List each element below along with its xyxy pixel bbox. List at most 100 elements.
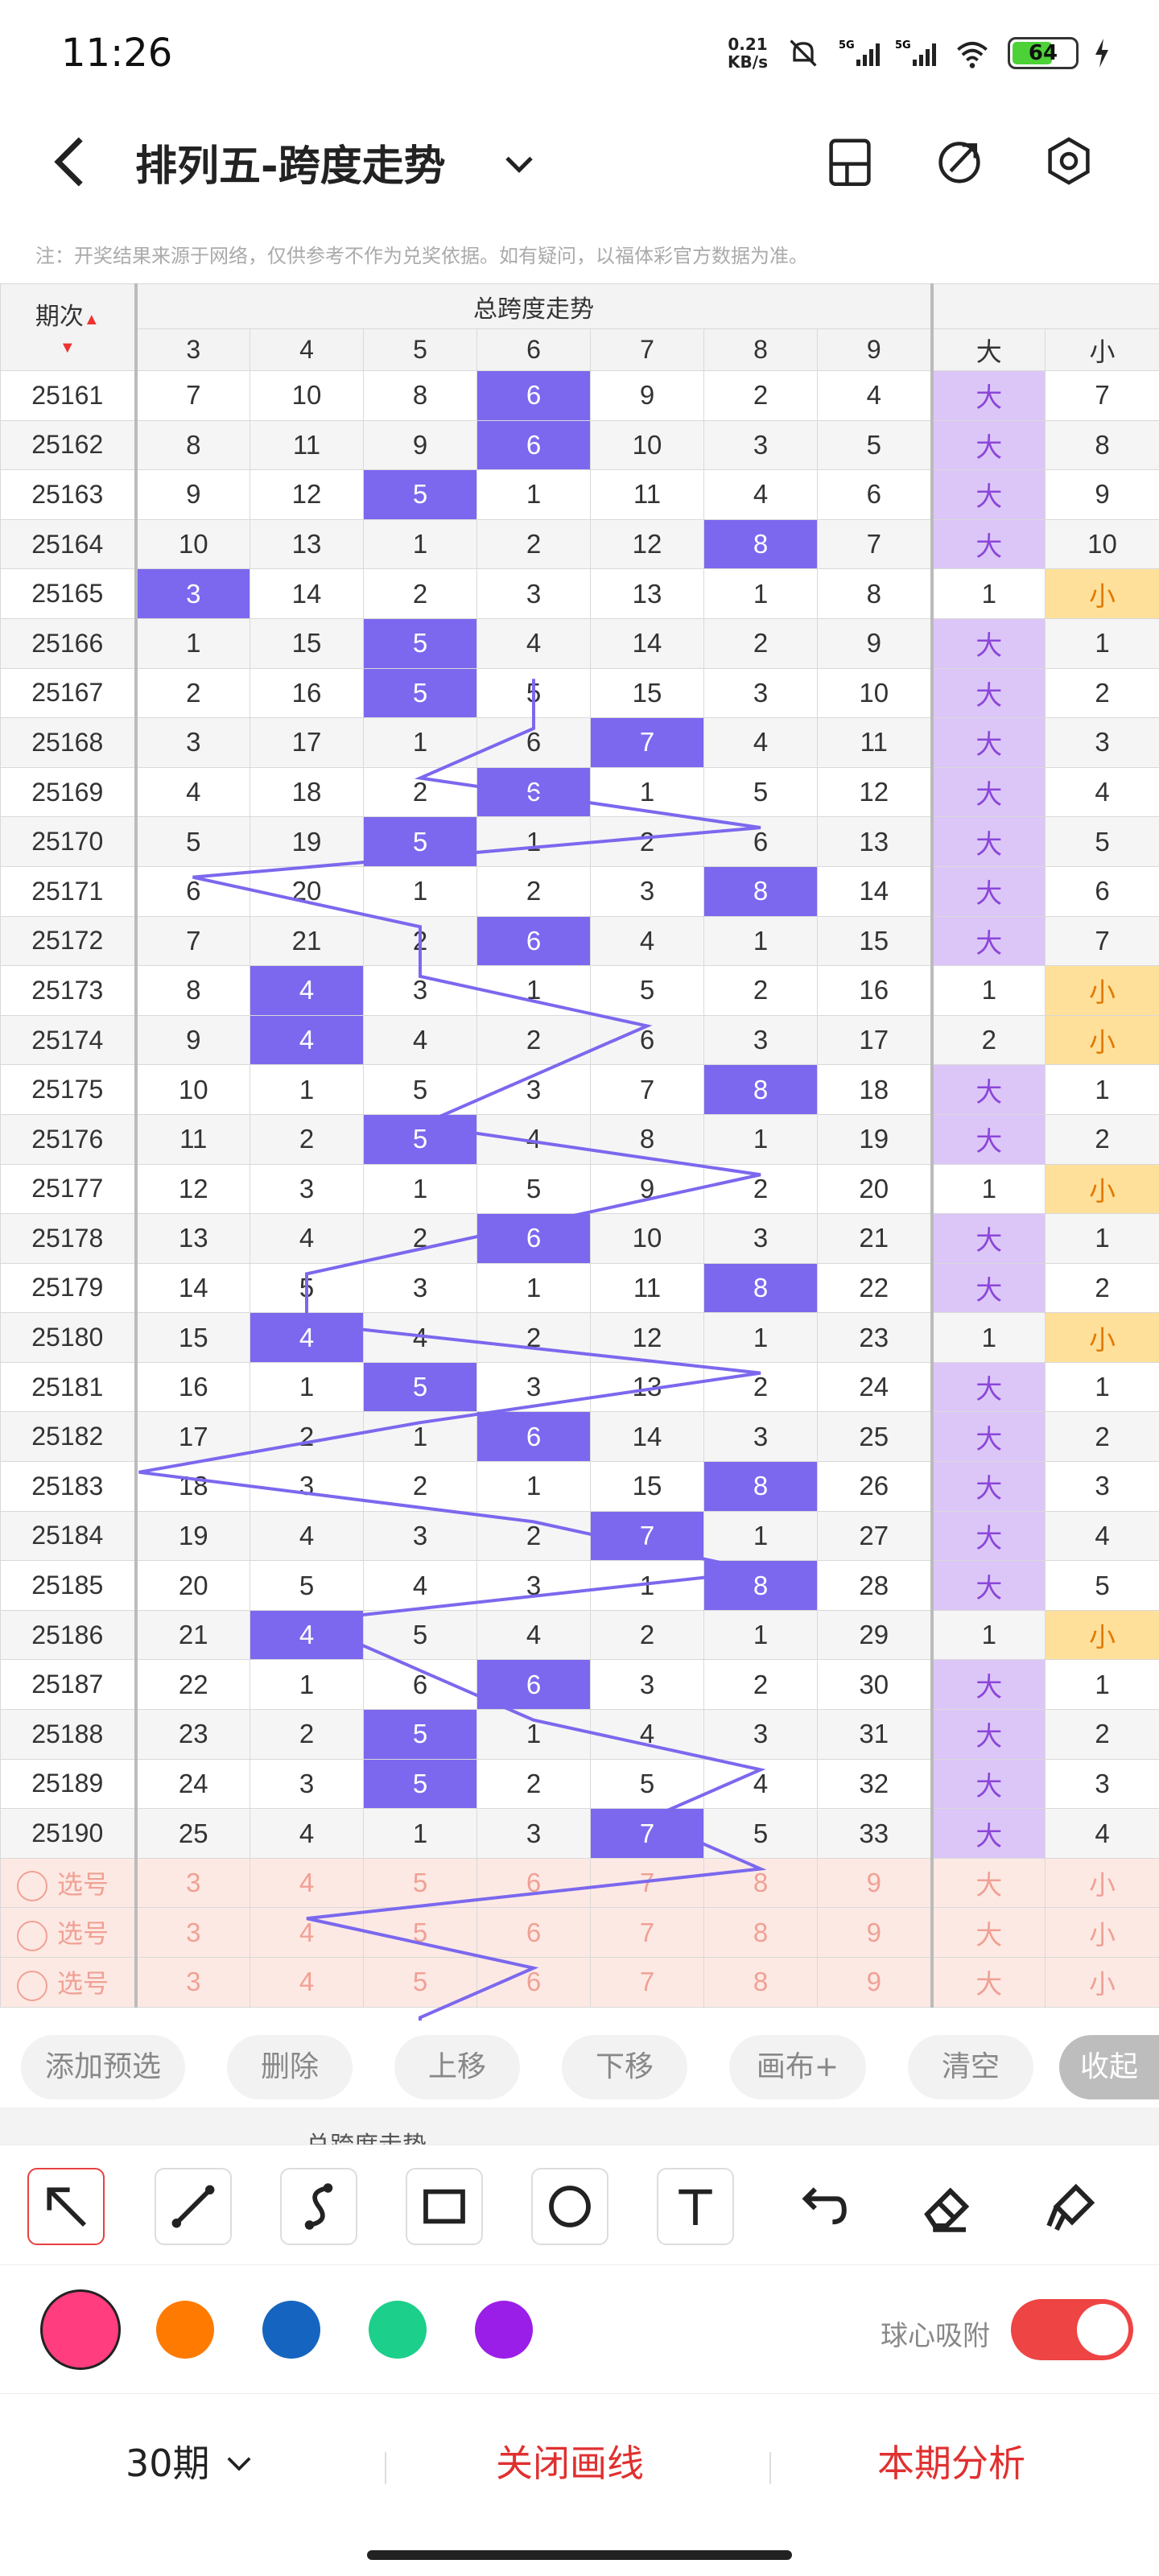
span-miss-cell[interactable]: 15 xyxy=(250,617,364,669)
span-hit-cell[interactable]: 6 xyxy=(476,1213,591,1264)
big-miss-cell[interactable]: 2 xyxy=(930,1014,1046,1066)
span-miss-cell[interactable]: 24 xyxy=(817,1361,932,1413)
span-miss-cell[interactable]: 4 xyxy=(703,469,818,520)
preselect-cell[interactable]: 7 xyxy=(590,1857,704,1909)
span-miss-cell[interactable]: 25 xyxy=(817,1411,932,1463)
big-hit-cell[interactable]: 大 xyxy=(930,469,1046,520)
span-hit-cell[interactable]: 5 xyxy=(363,1361,477,1413)
span-miss-cell[interactable]: 21 xyxy=(250,915,364,967)
span-miss-cell[interactable]: 7 xyxy=(817,518,932,570)
span-miss-cell[interactable]: 2 xyxy=(363,915,477,967)
span-miss-cell[interactable]: 14 xyxy=(250,568,364,619)
small-hit-cell[interactable]: 小 xyxy=(1045,1014,1159,1066)
span-miss-cell[interactable]: 1 xyxy=(363,717,477,768)
span-miss-cell[interactable]: 10 xyxy=(250,370,364,421)
span-miss-cell[interactable]: 2 xyxy=(363,568,477,619)
span-miss-cell[interactable]: 5 xyxy=(590,965,704,1016)
span-miss-cell[interactable]: 9 xyxy=(363,419,477,471)
move-down-button[interactable]: 下移 xyxy=(562,2035,687,2099)
span-miss-cell[interactable]: 4 xyxy=(363,1560,477,1611)
period-count-selector[interactable]: 30期 xyxy=(126,2434,257,2487)
device-layout-icon[interactable] xyxy=(821,132,879,190)
span-miss-cell[interactable]: 2 xyxy=(590,1609,704,1661)
small-miss-cell[interactable]: 5 xyxy=(1045,1560,1159,1611)
span-miss-cell[interactable]: 6 xyxy=(703,816,818,867)
color-purple-swatch[interactable] xyxy=(475,2301,533,2359)
span-miss-cell[interactable]: 6 xyxy=(817,469,932,520)
close-lines-button[interactable]: 关闭画线 xyxy=(496,2442,644,2485)
small-hit-cell[interactable]: 小 xyxy=(1045,1163,1159,1215)
span-miss-cell[interactable]: 2 xyxy=(363,1461,477,1512)
small-miss-cell[interactable]: 4 xyxy=(1045,1510,1159,1562)
span-hit-cell[interactable]: 7 xyxy=(590,1510,704,1562)
span-miss-cell[interactable]: 3 xyxy=(363,1510,477,1562)
circle-tool-button[interactable] xyxy=(531,2168,608,2245)
line-tool-button[interactable] xyxy=(155,2168,232,2245)
span-miss-cell[interactable]: 16 xyxy=(817,965,932,1016)
period-header[interactable]: 期次▲ ▼ xyxy=(0,283,136,371)
span-miss-cell[interactable]: 3 xyxy=(703,1709,818,1760)
span-miss-cell[interactable]: 2 xyxy=(476,518,591,570)
span-hit-cell[interactable]: 5 xyxy=(363,1709,477,1760)
preselect-cell[interactable]: 9 xyxy=(817,1907,932,1958)
span-hit-cell[interactable]: 4 xyxy=(250,1609,364,1661)
sort-icon[interactable]: ▲ ▼ xyxy=(59,310,100,357)
span-miss-cell[interactable]: 1 xyxy=(363,1808,477,1859)
big-miss-cell[interactable]: 1 xyxy=(930,1312,1046,1363)
span-miss-cell[interactable]: 7 xyxy=(590,1064,704,1115)
span-hit-cell[interactable]: 5 xyxy=(363,617,477,669)
span-miss-cell[interactable]: 20 xyxy=(134,1560,250,1611)
span-hit-cell[interactable]: 8 xyxy=(703,1461,818,1512)
span-miss-cell[interactable]: 11 xyxy=(817,717,932,768)
big-hit-cell[interactable]: 大 xyxy=(930,370,1046,421)
span-miss-cell[interactable]: 3 xyxy=(363,1262,477,1314)
span-hit-cell[interactable]: 5 xyxy=(363,469,477,520)
span-miss-cell[interactable]: 20 xyxy=(817,1163,932,1215)
span-miss-cell[interactable]: 33 xyxy=(817,1808,932,1859)
small-miss-cell[interactable]: 3 xyxy=(1045,1758,1159,1810)
preselect-cell[interactable]: 小 xyxy=(1045,1907,1159,1958)
big-hit-cell[interactable]: 大 xyxy=(930,1361,1046,1413)
span-miss-cell[interactable]: 5 xyxy=(250,1560,364,1611)
span-miss-cell[interactable]: 4 xyxy=(476,1609,591,1661)
big-hit-cell[interactable]: 大 xyxy=(930,915,1046,967)
delete-button[interactable]: 删除 xyxy=(227,2035,353,2099)
span-miss-cell[interactable]: 18 xyxy=(134,1461,250,1512)
span-hit-cell[interactable]: 6 xyxy=(476,419,591,471)
span-miss-cell[interactable]: 4 xyxy=(476,617,591,669)
span-miss-cell[interactable]: 9 xyxy=(134,469,250,520)
span-hit-cell[interactable]: 6 xyxy=(476,1659,591,1711)
preselect-radio[interactable] xyxy=(17,1920,47,1951)
span-miss-cell[interactable]: 2 xyxy=(250,1411,364,1463)
span-miss-cell[interactable]: 4 xyxy=(476,1113,591,1165)
span-miss-cell[interactable]: 5 xyxy=(250,1262,364,1314)
big-hit-cell[interactable]: 大 xyxy=(930,1510,1046,1562)
span-hit-cell[interactable]: 4 xyxy=(250,965,364,1016)
small-miss-cell[interactable]: 9 xyxy=(1045,469,1159,520)
small-miss-cell[interactable]: 7 xyxy=(1045,370,1159,421)
span-miss-cell[interactable]: 1 xyxy=(703,1113,818,1165)
span-miss-cell[interactable]: 22 xyxy=(134,1659,250,1711)
small-miss-cell[interactable]: 5 xyxy=(1045,816,1159,867)
span-miss-cell[interactable]: 10 xyxy=(590,1213,704,1264)
span-miss-cell[interactable]: 24 xyxy=(134,1758,250,1810)
big-hit-cell[interactable]: 大 xyxy=(930,518,1046,570)
big-miss-cell[interactable]: 1 xyxy=(930,1609,1046,1661)
span-miss-cell[interactable]: 17 xyxy=(134,1411,250,1463)
span-miss-cell[interactable]: 11 xyxy=(590,469,704,520)
color-pink-swatch[interactable] xyxy=(40,2289,121,2370)
span-miss-cell[interactable]: 6 xyxy=(476,717,591,768)
span-miss-cell[interactable]: 19 xyxy=(817,1113,932,1165)
span-miss-cell[interactable]: 2 xyxy=(703,370,818,421)
span-miss-cell[interactable]: 6 xyxy=(363,1659,477,1711)
span-miss-cell[interactable]: 21 xyxy=(134,1609,250,1661)
span-miss-cell[interactable]: 5 xyxy=(590,1758,704,1810)
color-blue-swatch[interactable] xyxy=(262,2301,320,2359)
span-miss-cell[interactable]: 2 xyxy=(476,1312,591,1363)
span-miss-cell[interactable]: 12 xyxy=(134,1163,250,1215)
span-miss-cell[interactable]: 1 xyxy=(590,766,704,818)
span-miss-cell[interactable]: 2 xyxy=(703,1163,818,1215)
settings-icon[interactable] xyxy=(1040,132,1098,190)
span-miss-cell[interactable]: 10 xyxy=(817,667,932,719)
span-miss-cell[interactable]: 15 xyxy=(134,1312,250,1363)
